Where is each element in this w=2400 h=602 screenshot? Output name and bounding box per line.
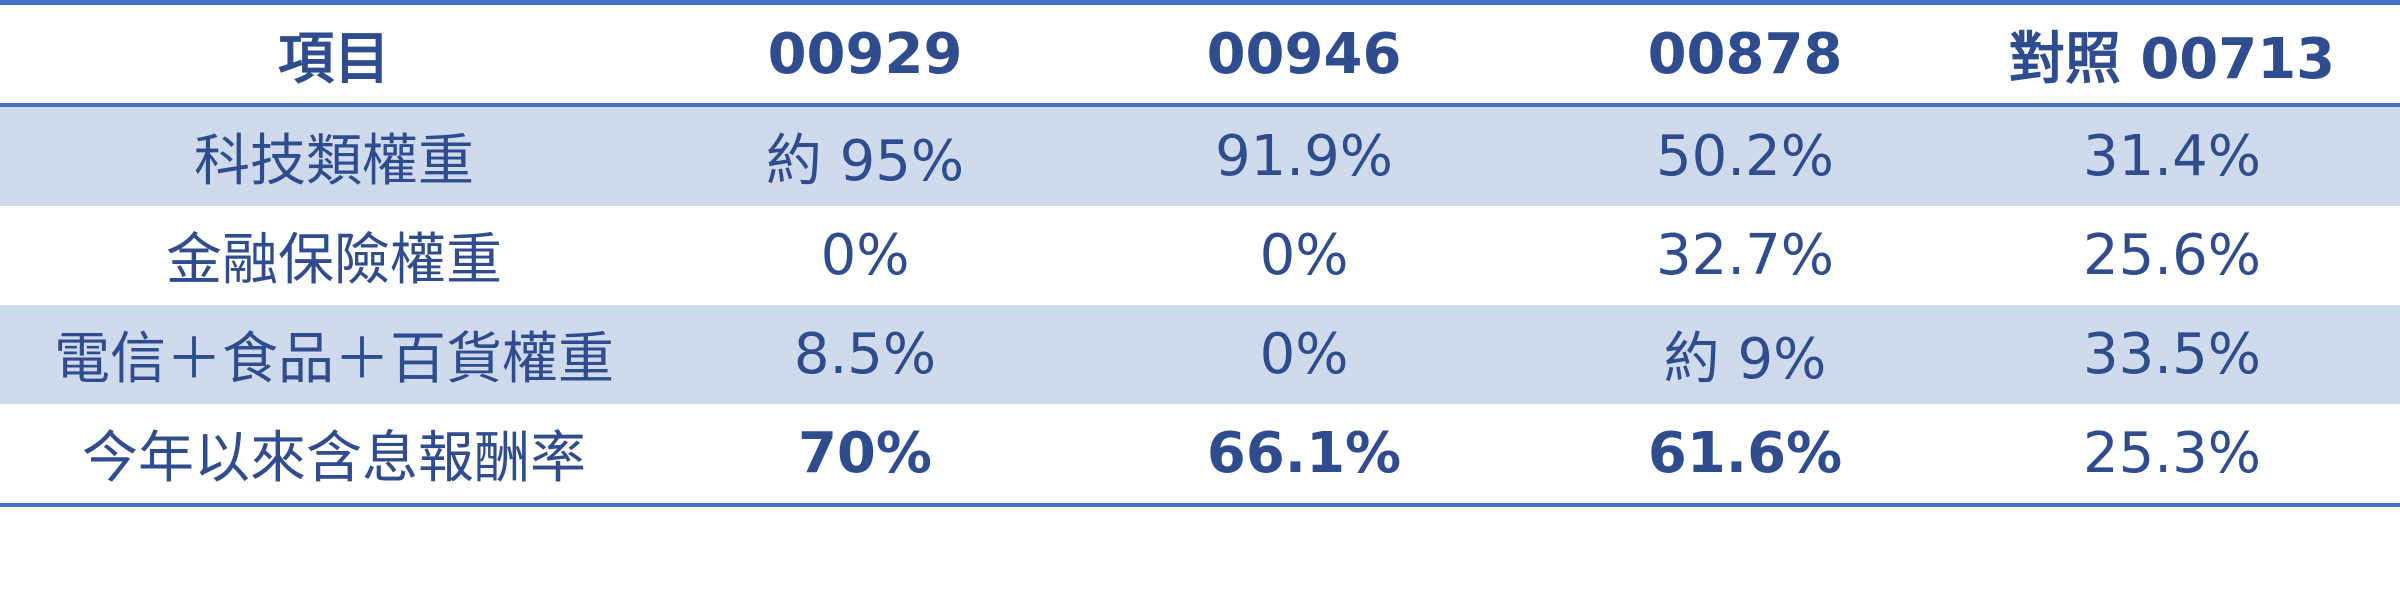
header-cell: 00946 [1206, 21, 1402, 87]
row-label: 電信＋食品＋百貨權重 [54, 327, 614, 392]
cell: 8.5% [793, 322, 937, 387]
row-label: 金融保險權重 [166, 228, 502, 293]
cell: 50.2% [1656, 124, 1834, 189]
row-label: 科技類權重 [194, 129, 474, 194]
table-row: 電信＋食品＋百貨權重 8.5% 0% 約 9% 33.5% [0, 305, 2400, 404]
cell: 25.6% [2083, 223, 2261, 288]
cell: 25.3% [2083, 421, 2261, 486]
cell: 0% [1259, 322, 1349, 387]
header-cell: 項目 [278, 26, 390, 92]
header-cell: 對照 00713 [2008, 26, 2336, 92]
cell: 32.7% [1656, 223, 1834, 288]
header-cell: 00878 [1647, 21, 1843, 87]
cell: 91.9% [1215, 124, 1393, 189]
table-row: 今年以來含息報酬率 70% 66.1% 61.6% 25.3% [0, 404, 2400, 507]
table-row: 科技類權重 約 95% 91.9% 50.2% 31.4% [0, 107, 2400, 206]
header-row: 項目 00929 00946 00878 對照 00713 [0, 0, 2400, 107]
cell: 0% [820, 223, 910, 288]
cell: 70% [797, 421, 933, 486]
cell: 61.6% [1647, 421, 1843, 486]
cell: 66.1% [1206, 421, 1402, 486]
table-row: 金融保險權重 0% 0% 32.7% 25.6% [0, 206, 2400, 305]
row-label: 今年以來含息報酬率 [82, 426, 586, 491]
cell: 約 9% [1663, 327, 1827, 392]
cell: 約 95% [765, 129, 965, 194]
comparison-table: 項目 00929 00946 00878 對照 00713 科技類權重 約 95… [0, 0, 2400, 507]
cell: 0% [1259, 223, 1349, 288]
header-cell: 00929 [767, 21, 963, 87]
cell: 31.4% [2083, 124, 2261, 189]
cell: 33.5% [2083, 322, 2261, 387]
